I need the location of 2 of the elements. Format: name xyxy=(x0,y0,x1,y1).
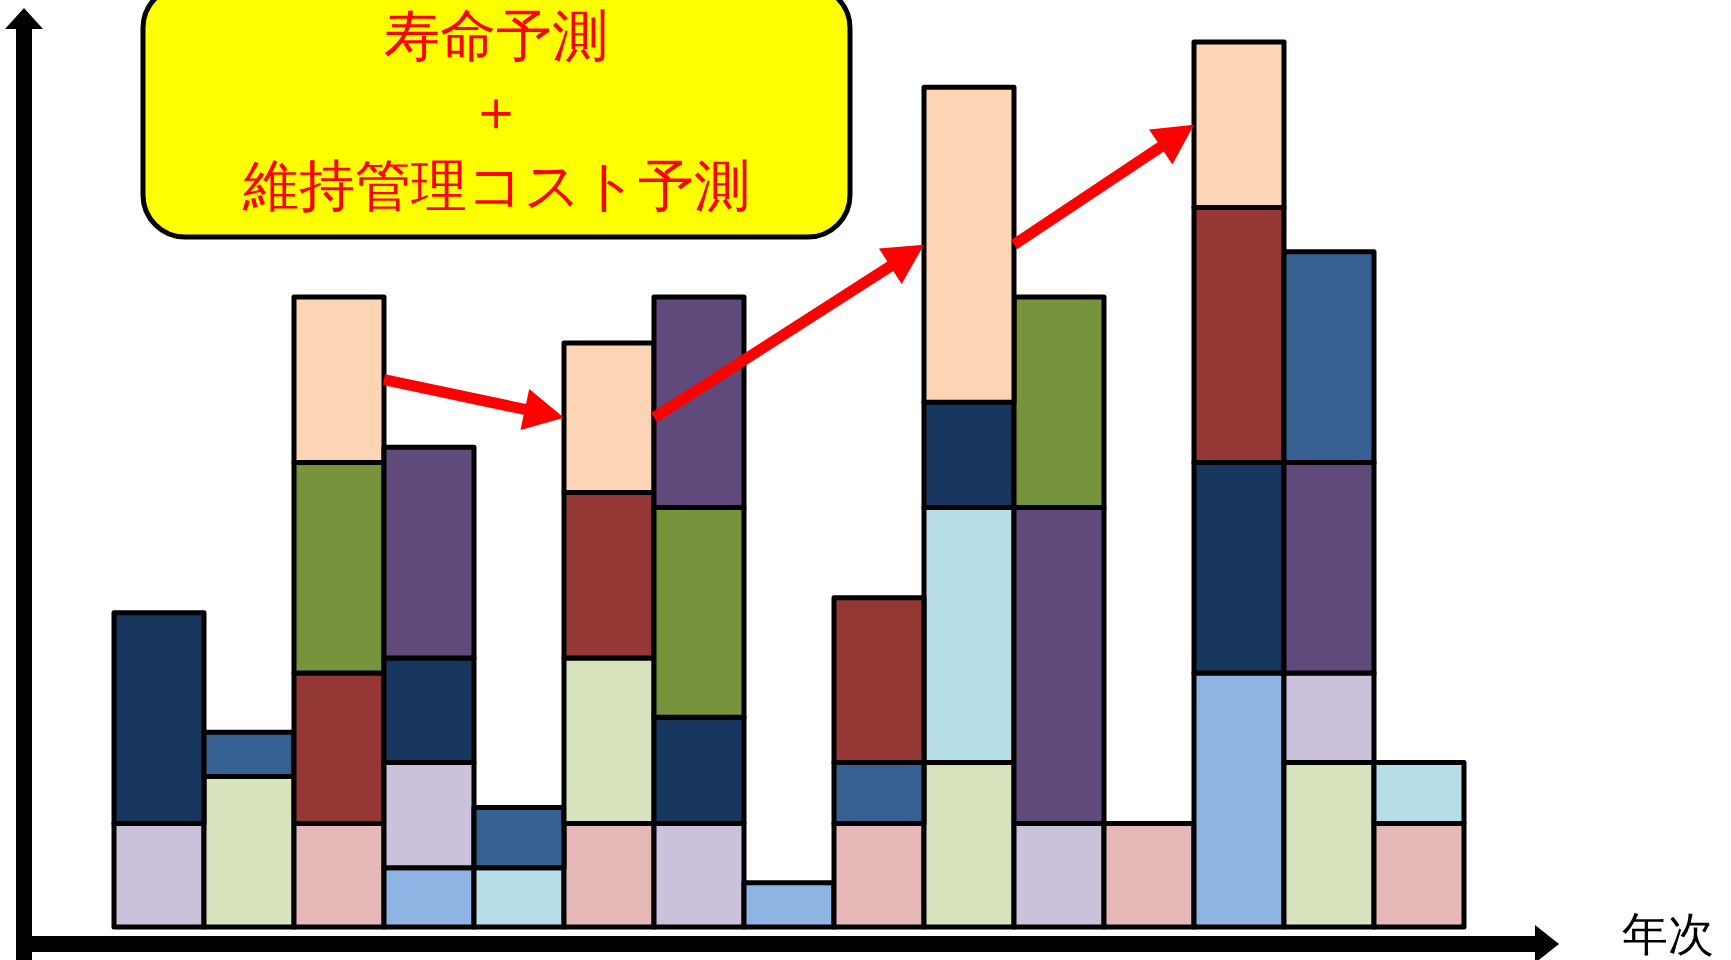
text: 寿命予測＋維持管理コスト予測 xyxy=(241,4,750,217)
x-axis-title: 年次 xyxy=(1622,908,1714,960)
